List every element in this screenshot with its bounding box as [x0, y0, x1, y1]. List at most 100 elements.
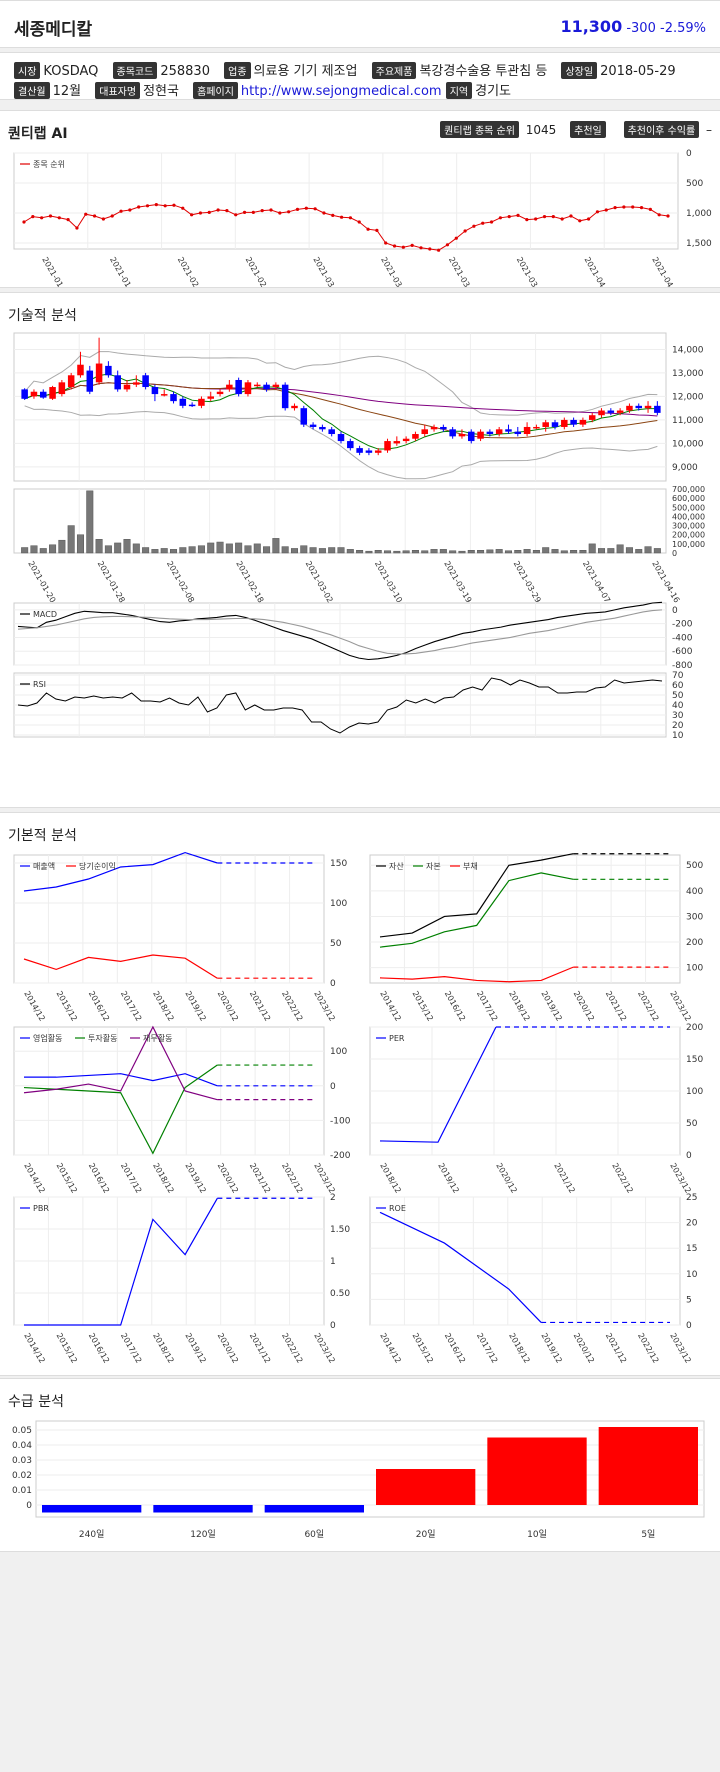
fund-sales-ytick: 100: [330, 899, 347, 909]
rank-point: [507, 215, 511, 219]
homepage-link[interactable]: http://www.sejongmedical.com: [240, 84, 442, 99]
fund-assets-line-solid: [379, 966, 574, 983]
rank-point: [251, 210, 255, 214]
fund-sales-xtick: 2020/12: [216, 990, 240, 1023]
fund-pbr-ytick: 1: [330, 1257, 336, 1267]
candle-body: [365, 450, 373, 453]
volume-bar: [114, 542, 122, 554]
fund-assets-ytick: 400: [686, 887, 703, 897]
fund-roe-ytick: 20: [686, 1219, 698, 1229]
rank-point: [569, 214, 573, 218]
candle-body: [95, 363, 103, 383]
rank-point: [357, 220, 361, 224]
fund-sales-xtick: 2023/12: [312, 990, 336, 1023]
fund-roe-xtick: 2017/12: [475, 1332, 499, 1365]
rank-xtick: 2021-03-19: [447, 256, 478, 288]
fund-cashflow-frame: [13, 1026, 325, 1156]
rank-point: [145, 204, 150, 208]
fund-pbr-xtick: 2017/12: [119, 1332, 143, 1365]
volume-bar: [244, 545, 252, 554]
fund-cashflow-legend-label: 영업활동: [33, 1033, 62, 1043]
volume-ytick: 300,000: [672, 522, 705, 531]
candle-body: [514, 431, 522, 435]
volume-bar: [132, 543, 140, 554]
candle-body: [226, 384, 233, 390]
fund-pbr-ytick: 1.50: [330, 1225, 350, 1235]
volume-bar: [235, 542, 243, 554]
rec-return-badge: 추천이후 수익률: [623, 121, 700, 138]
candle-body: [626, 405, 633, 411]
candle-body: [77, 364, 84, 376]
volume-bar: [374, 550, 382, 554]
fund-per-ytick: 0: [686, 1151, 692, 1161]
homepage-badge: 홈페이지: [193, 82, 238, 99]
rsi-ytick: 60: [672, 681, 684, 691]
candle-body: [281, 384, 289, 409]
fund-assets-xtick: 2019/12: [539, 990, 563, 1023]
industry-value: 의료용 기기 제조업: [253, 64, 358, 79]
candle-body: [300, 408, 308, 425]
supply-frame: [35, 1420, 705, 1518]
volume-bar: [467, 550, 475, 554]
volume-bar: [523, 549, 531, 554]
fund-assets-line-solid: [379, 853, 574, 938]
rank-point: [498, 216, 502, 220]
candle-body: [570, 419, 577, 425]
candle-body: [598, 410, 605, 416]
tech-xtick: 2021-03-29: [512, 560, 543, 605]
fund-sales-xtick: 2015/12: [54, 990, 78, 1023]
fund-assets-ytick: 200: [686, 938, 703, 948]
supply-ytick: 0.04: [12, 1441, 32, 1451]
rank-point: [551, 215, 555, 219]
rsi-ytick: 40: [672, 701, 684, 711]
tech-xtick: 2021-04-07: [581, 560, 612, 605]
volume-bar: [439, 549, 447, 554]
rank-point: [631, 205, 635, 209]
candle-body: [551, 422, 559, 427]
rank-point: [163, 204, 167, 208]
rank-ytick: 1,500: [686, 239, 712, 249]
volume-bar: [616, 544, 624, 554]
volume-bar: [486, 549, 494, 554]
rank-point: [560, 217, 564, 221]
rank-xtick: 2021-04-07: [582, 256, 613, 288]
volume-bar: [21, 547, 29, 554]
volume-ytick: 700,000: [672, 485, 705, 494]
candle-body: [254, 384, 261, 387]
candle-body: [114, 375, 121, 390]
volume-ytick: 100,000: [672, 540, 705, 549]
candle-body: [356, 448, 363, 453]
rank-point: [534, 217, 538, 221]
macd-ytick: -600: [672, 647, 693, 657]
fund-pbr-ytick: 2: [330, 1193, 336, 1203]
candle-body: [393, 441, 401, 444]
fund-pbr-ytick: 0.50: [330, 1289, 350, 1299]
candle-body: [347, 441, 354, 449]
region-badge: 지역: [445, 82, 473, 99]
volume-ytick: 600,000: [672, 494, 705, 503]
fundamental-card: 기본적 분석 0 50 100 150 매출액 당기순이익 2014/12 2015/12 20…: [0, 812, 720, 1376]
price-ytick: 11,000: [672, 416, 704, 426]
macd-ytick: 0: [672, 606, 678, 616]
rank-point: [128, 208, 132, 212]
rank-point: [525, 218, 529, 222]
technical-chart: 9,00010,00011,00012,00013,00014,0000100,…: [13, 332, 705, 741]
volume-bar: [356, 550, 364, 554]
fund-sales-ytick: 0: [330, 979, 336, 989]
candle-body: [644, 405, 652, 409]
supply-xtick: 240일: [79, 1529, 104, 1540]
rank-point: [48, 214, 53, 218]
fund-cashflow-ytick: 100: [330, 1047, 347, 1057]
industry-badge: 업종: [224, 62, 251, 79]
candle-body: [40, 391, 47, 398]
fund-roe-ytick: 10: [686, 1270, 698, 1280]
rank-badge: 퀀티랩 종목 순위: [440, 121, 519, 138]
fund-sales-line-solid: [23, 954, 218, 979]
market-value: KOSDAQ: [43, 64, 99, 79]
macd-ytick: -800: [672, 661, 693, 671]
rank-point: [137, 205, 141, 209]
rank-value: 1045: [525, 123, 557, 137]
rank-point: [392, 244, 397, 248]
rank-point: [313, 207, 317, 211]
rsi-legend-label: RSI: [33, 680, 46, 689]
